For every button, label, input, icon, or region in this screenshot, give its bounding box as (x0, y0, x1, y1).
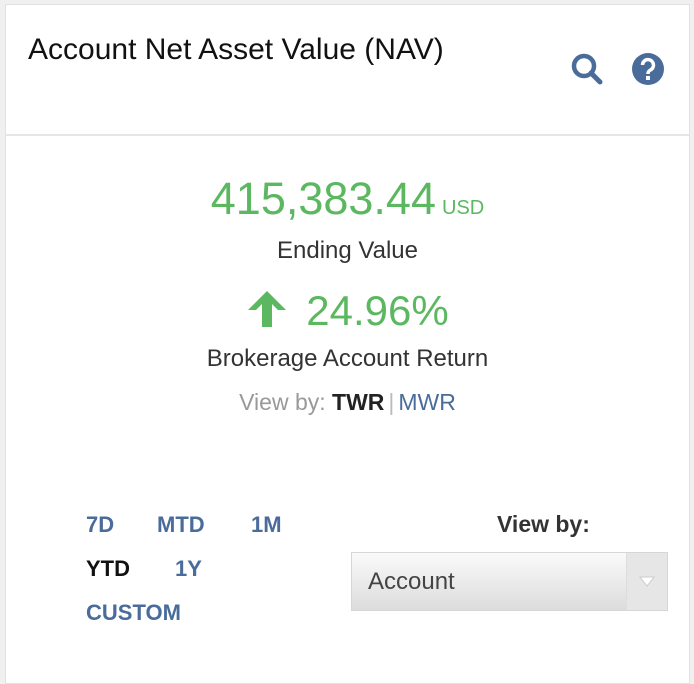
return-view-by: View by: TWR | MWR (6, 389, 689, 416)
currency: USD (442, 197, 485, 219)
help-icon[interactable] (630, 51, 666, 87)
mwr-option[interactable]: MWR (398, 389, 456, 415)
return-pct: 24.96% (306, 287, 449, 334)
period-ytd[interactable]: YTD (86, 556, 130, 581)
view-by-label: View by: (239, 389, 326, 415)
return-row: 24.96% (6, 287, 689, 335)
search-icon[interactable] (569, 51, 605, 87)
separator: | (388, 389, 395, 415)
dropdown-button[interactable] (626, 553, 667, 610)
view-by-select[interactable]: Account (351, 552, 668, 611)
ending-value-amount: 415,383.44 (210, 173, 436, 224)
ending-value-label: Ending Value (277, 237, 418, 264)
view-by-selected: Account (368, 568, 455, 595)
return-label: Brokerage Account Return (206, 345, 489, 372)
card-header: Account Net Asset Value (NAV) (6, 5, 689, 136)
period-7d[interactable]: 7D (86, 512, 115, 537)
card-title: Account Net Asset Value (NAV) (28, 33, 444, 66)
twr-option[interactable]: TWR (332, 389, 385, 415)
period-1y[interactable]: 1Y (175, 556, 202, 581)
ending-value: 415,383.44 USD (6, 173, 689, 225)
chevron-down-icon (638, 576, 656, 587)
period-mtd[interactable]: MTD (157, 512, 205, 537)
view-by-select-label: View by: (497, 511, 590, 537)
period-custom[interactable]: CUSTOM (86, 600, 181, 625)
nav-card: Account Net Asset Value (NAV) 415,383.44… (5, 4, 690, 684)
period-1m[interactable]: 1M (251, 512, 282, 537)
arrow-up-icon (248, 291, 287, 327)
